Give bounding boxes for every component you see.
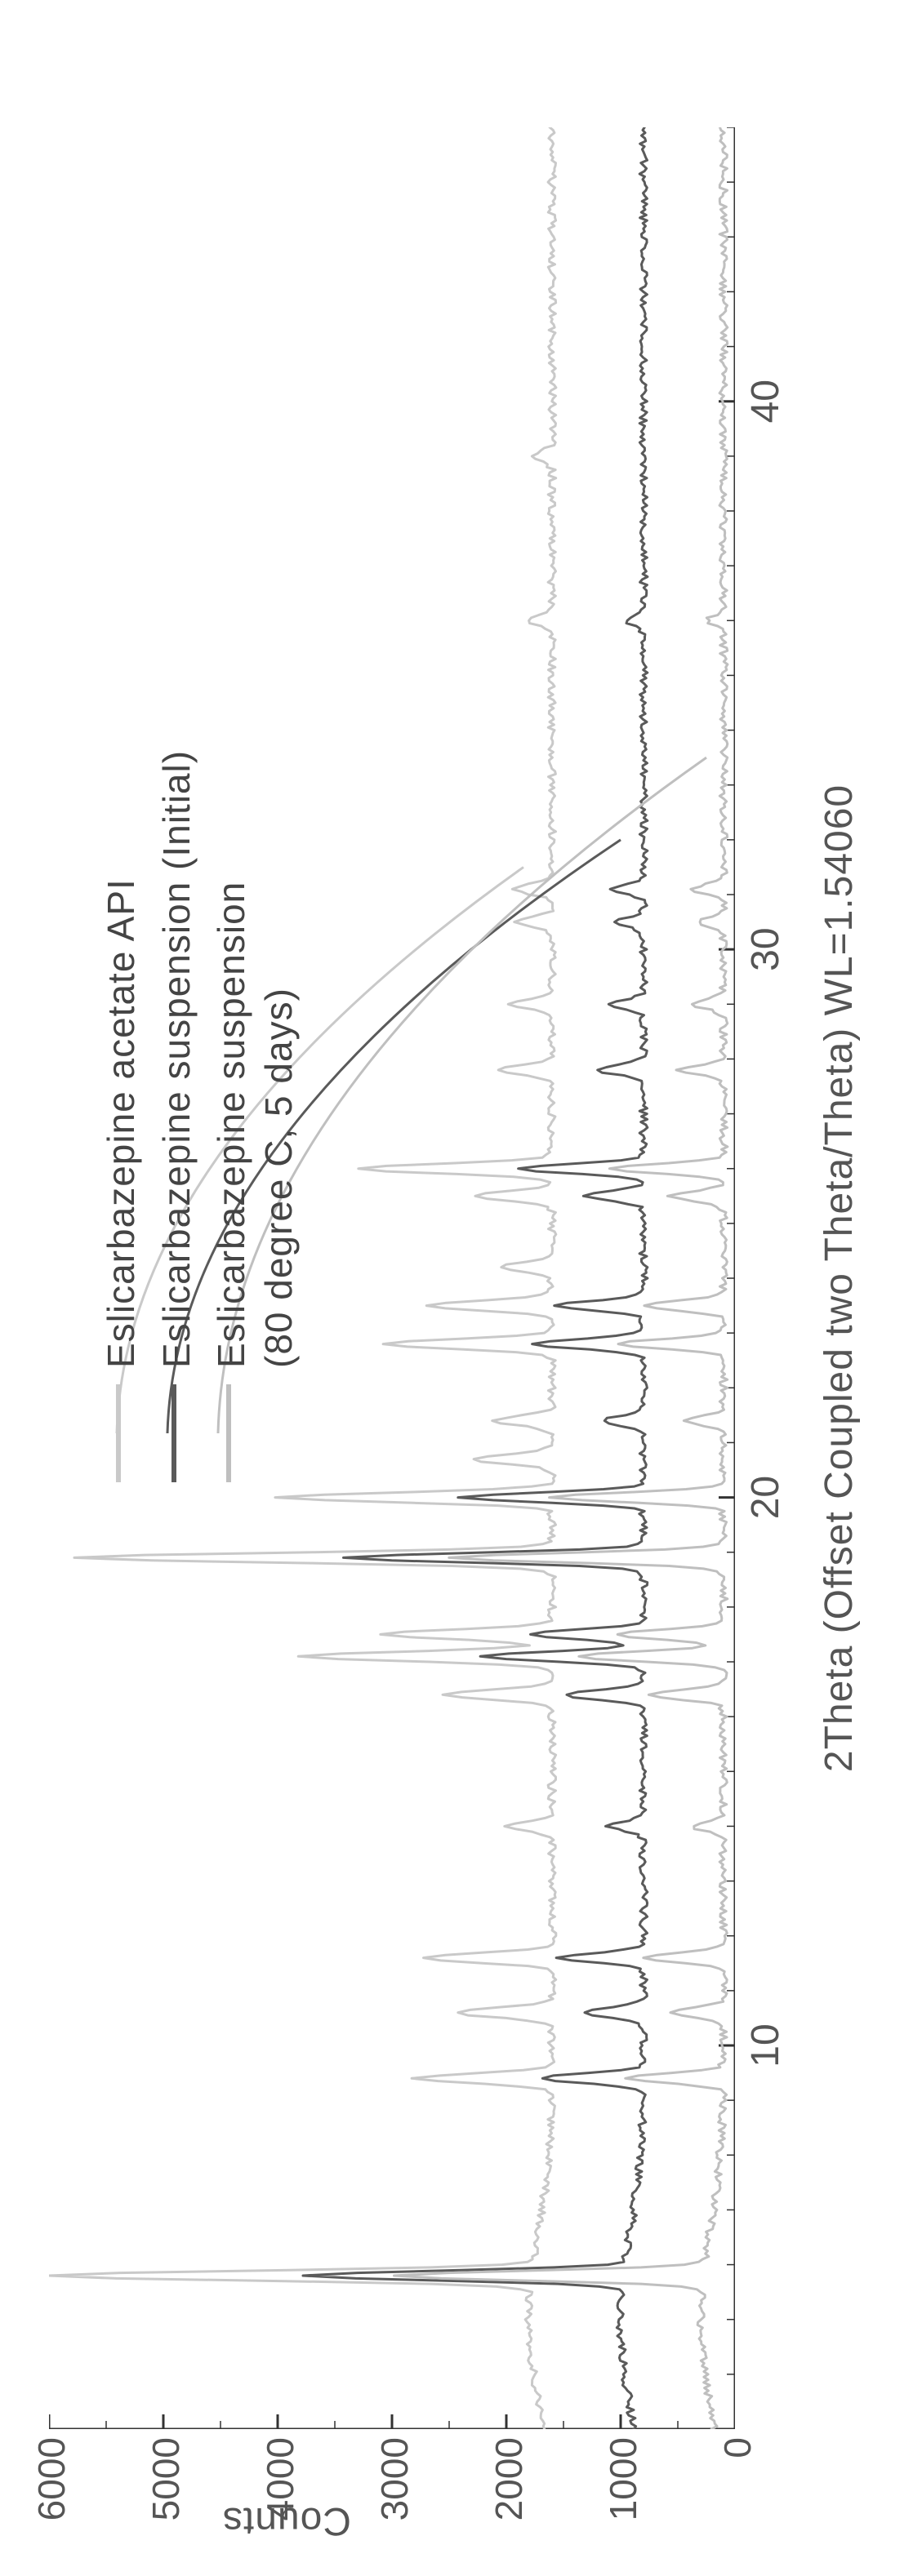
legend-label-1: Eslicarbazepine suspension (Initial) [154, 750, 201, 1368]
y-tick-4000: 4000 [258, 2437, 302, 2552]
legend-swatch-0 [116, 1384, 121, 1482]
legend-swatch-1 [171, 1384, 176, 1482]
legend-label-2: Eslicarbazepine suspension (80 degree C,… [208, 882, 302, 1368]
legend: Eslicarbazepine acetate API Eslicarbazep… [98, 750, 310, 1482]
plot-area: Eslicarbazepine acetate API Eslicarbazep… [49, 127, 833, 2429]
y-tick-2000: 2000 [487, 2437, 531, 2552]
y-tick-0: 0 [715, 2437, 759, 2552]
y-tick-3000: 3000 [372, 2437, 416, 2552]
legend-swatch-2 [226, 1384, 231, 1482]
chart-container: Counts 2Theta (Offset Coupled two Theta/… [0, 0, 922, 2576]
y-tick-1000: 1000 [601, 2437, 645, 2552]
legend-label-0: Eslicarbazepine acetate API [98, 878, 145, 1368]
y-tick-5000: 5000 [144, 2437, 188, 2552]
series-2 [394, 127, 728, 2429]
y-tick-6000: 6000 [29, 2437, 73, 2552]
